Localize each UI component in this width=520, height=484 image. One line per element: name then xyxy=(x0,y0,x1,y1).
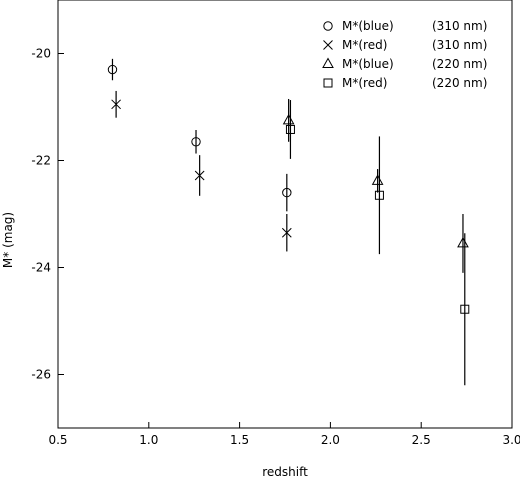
x-tick-label: 1.5 xyxy=(230,433,249,447)
data-point-square xyxy=(285,124,295,134)
legend-marker-square xyxy=(323,78,333,88)
y-axis-tick-labels: -20 -22 -24 -26 xyxy=(31,47,51,382)
y-axis-label: M* (mag) xyxy=(1,212,15,268)
series-triangle xyxy=(282,98,469,273)
legend-label: M*(blue) xyxy=(342,57,394,71)
y-axis-ticks xyxy=(58,53,64,375)
legend-wavelength: (310 nm) xyxy=(432,38,487,52)
data-point-cross xyxy=(194,170,205,181)
data-point-triangle xyxy=(371,174,384,185)
legend-wavelength: (220 nm) xyxy=(432,57,487,71)
legend-marker-cross xyxy=(323,40,333,50)
x-tick-label: 2.5 xyxy=(412,433,431,447)
x-axis-tick-labels: 0.5 1.0 1.5 2.0 2.5 3.0 xyxy=(48,433,520,447)
data-point-circle xyxy=(191,137,201,147)
data-point-circle xyxy=(282,187,292,198)
x-tick-label: 3.0 xyxy=(502,433,520,447)
legend-label: M*(blue) xyxy=(342,19,394,33)
series-circle xyxy=(107,58,292,212)
x-axis-label: redshift xyxy=(262,465,308,479)
series-cross xyxy=(111,90,292,252)
x-axis-ticks xyxy=(57,422,513,428)
data-point-triangle xyxy=(457,236,469,248)
y-tick-label: -26 xyxy=(31,368,51,382)
plot-frame xyxy=(57,0,513,429)
data-points xyxy=(107,58,470,386)
x-tick-label: 1.0 xyxy=(139,433,158,447)
x-tick-label: 0.5 xyxy=(48,433,67,447)
y-tick-label: -22 xyxy=(31,154,51,168)
x-tick-label: 2.0 xyxy=(321,433,340,447)
legend-wavelength: (220 nm) xyxy=(432,76,487,90)
y-tick-label: -24 xyxy=(31,261,51,275)
legend-wavelength: (310 nm) xyxy=(432,19,487,33)
legend-label: M*(red) xyxy=(342,38,387,52)
series-square xyxy=(285,100,470,386)
legend-label: M*(red) xyxy=(342,76,387,90)
legend-marker-triangle xyxy=(322,57,334,68)
y-tick-label: -20 xyxy=(31,47,51,61)
legend-marker-circle xyxy=(323,21,333,31)
legend: M*(blue) (310 nm) M*(red) (310 nm) M*(blue) (… xyxy=(322,19,487,90)
data-point-square xyxy=(460,304,470,314)
data-point-square xyxy=(374,190,384,200)
data-point-triangle xyxy=(282,113,295,125)
data-point-circle xyxy=(107,64,118,75)
data-point-cross xyxy=(111,99,121,110)
data-point-cross xyxy=(281,227,292,238)
